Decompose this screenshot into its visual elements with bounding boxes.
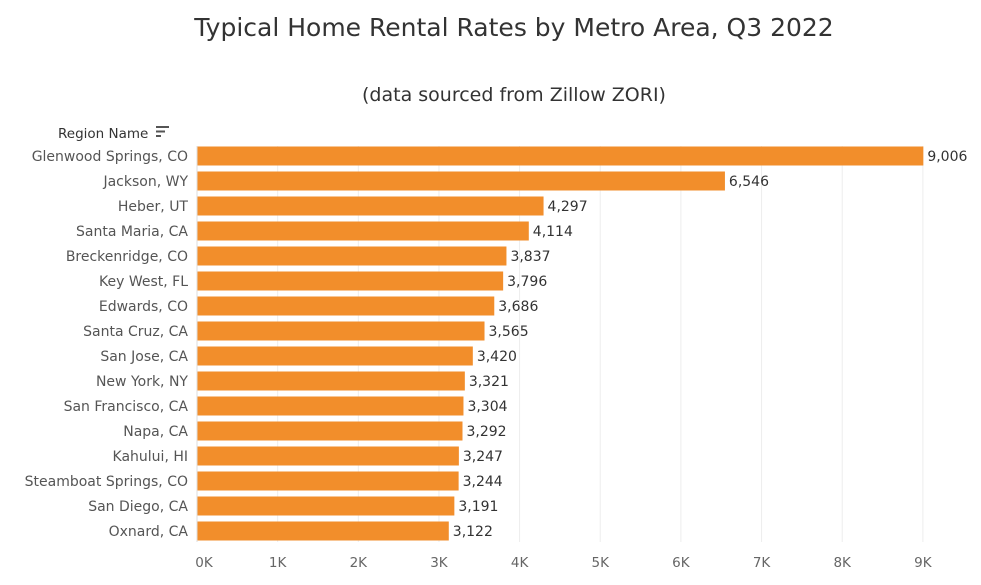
bar[interactable] [197,496,455,516]
x-tick-label: 5K [592,555,611,571]
category-label: Santa Cruz, CA [83,324,188,340]
category-label: San Diego, CA [88,499,188,515]
bar[interactable] [197,271,504,291]
bar[interactable] [197,521,449,541]
category-label: Breckenridge, CO [66,249,188,265]
value-label: 3,122 [453,524,493,540]
x-tick-label: 2K [350,555,369,571]
category-label: Jackson, WY [102,174,188,190]
value-label: 3,247 [463,449,503,465]
category-label: Santa Maria, CA [76,224,188,240]
bar[interactable] [197,421,463,441]
category-label: New York, NY [96,374,188,390]
category-label: Oxnard, CA [109,524,189,540]
category-label: Glenwood Springs, CO [32,149,188,165]
bar[interactable] [197,171,725,191]
value-label: 3,292 [466,424,506,440]
bar[interactable] [197,321,485,341]
value-label: 3,191 [458,499,498,515]
value-label: 3,565 [489,324,529,340]
value-label: 4,297 [548,199,588,215]
bar[interactable] [197,146,924,166]
value-label: 4,114 [533,224,573,240]
sort-descending-icon[interactable] [156,126,169,137]
value-label: 3,244 [463,474,503,490]
category-label: San Francisco, CA [64,399,189,415]
bars [197,146,924,541]
value-label: 9,006 [927,149,967,165]
category-label: Napa, CA [123,424,188,440]
category-label: Key West, FL [99,274,188,290]
bar[interactable] [197,346,473,366]
value-label: 6,546 [729,174,769,190]
value-label: 3,837 [510,249,550,265]
bar[interactable] [197,446,459,466]
value-label: 3,304 [467,399,507,415]
x-tick-label: 9K [914,555,933,571]
category-label: Heber, UT [118,199,189,215]
value-label: 3,796 [507,274,547,290]
x-tick-label: 6K [672,555,691,571]
category-label: Steamboat Springs, CO [25,474,188,490]
x-tick-label: 7K [753,555,772,571]
bar[interactable] [197,296,495,316]
bar[interactable] [197,471,459,491]
value-label: 3,321 [469,374,509,390]
x-tick-label: 3K [430,555,449,571]
bar[interactable] [197,196,544,216]
x-axis: 0K 1K 2K 3K 4K 5K 6K 7K 8K 9K [195,146,933,571]
category-label: San Jose, CA [100,349,188,365]
value-label: 3,420 [477,349,517,365]
x-tick-label: 1K [269,555,288,571]
value-label: 3,686 [498,299,538,315]
x-tick-label: 0K [195,555,214,571]
chart-subtitle: (data sourced from Zillow ZORI) [362,84,666,106]
x-tick-label: 8K [833,555,852,571]
x-tick-label: 4K [511,555,530,571]
chart-title: Typical Home Rental Rates by Metro Area,… [193,13,833,42]
category-label: Edwards, CO [99,299,188,315]
bar[interactable] [197,221,529,241]
category-labels: Glenwood Springs, CO Jackson, WY Heber, UT… [25,149,189,540]
bar[interactable] [197,246,507,266]
bar[interactable] [197,371,465,391]
row-header-label: Region Name [58,126,148,142]
category-label: Kahului, HI [113,449,188,465]
value-labels: 9,006 6,546 4,297 4,114 3,837 3,796 3,686 3,565… [453,149,968,540]
bar[interactable] [197,396,464,416]
